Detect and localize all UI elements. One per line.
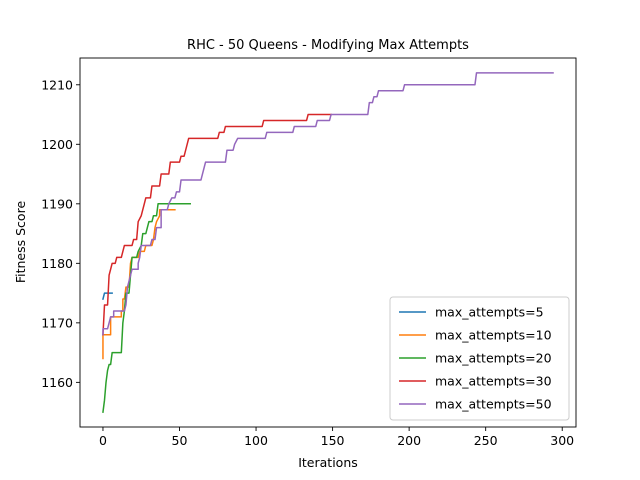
- y-tick-label: 1170: [41, 315, 73, 330]
- legend-label-3: max_attempts=20: [435, 351, 552, 366]
- y-tick-label: 1200: [41, 137, 73, 152]
- y-axis-label: Fitness Score: [13, 201, 28, 284]
- legend-label-5: max_attempts=50: [435, 397, 552, 412]
- legend-label-4: max_attempts=30: [435, 374, 552, 389]
- series-line-5: [102, 72, 554, 336]
- series-line-4: [102, 113, 332, 336]
- series-line-3: [102, 203, 191, 413]
- plot-area-frame: [79, 57, 577, 428]
- plot-series-group: [102, 72, 554, 413]
- y-tick-label: 1180: [41, 256, 73, 271]
- x-tick-label: 100: [244, 433, 268, 448]
- x-tick-label: 250: [474, 433, 498, 448]
- x-tick-label: 300: [550, 433, 574, 448]
- x-axis: 0 50 100 150 200 250 300: [99, 427, 574, 448]
- series-line-1: [102, 292, 113, 300]
- y-axis: 1160 1170 1180 1190 1200 1210: [41, 77, 80, 390]
- chart-title: RHC - 50 Queens - Modifying Max Attempts: [187, 38, 469, 53]
- x-tick-label: 150: [321, 433, 345, 448]
- legend-box: [389, 296, 570, 421]
- legend-label-2: max_attempts=10: [435, 328, 552, 343]
- x-tick-label: 50: [172, 433, 188, 448]
- y-tick-label: 1190: [41, 196, 73, 211]
- x-tick-label: 0: [99, 433, 107, 448]
- x-axis-label: Iterations: [298, 455, 358, 470]
- y-tick-label: 1160: [41, 375, 73, 390]
- legend-label-1: max_attempts=5: [435, 305, 544, 320]
- legend: max_attempts=5 max_attempts=10 max_attempt…: [389, 296, 570, 421]
- y-tick-label: 1210: [41, 77, 73, 92]
- x-tick-label: 200: [397, 433, 421, 448]
